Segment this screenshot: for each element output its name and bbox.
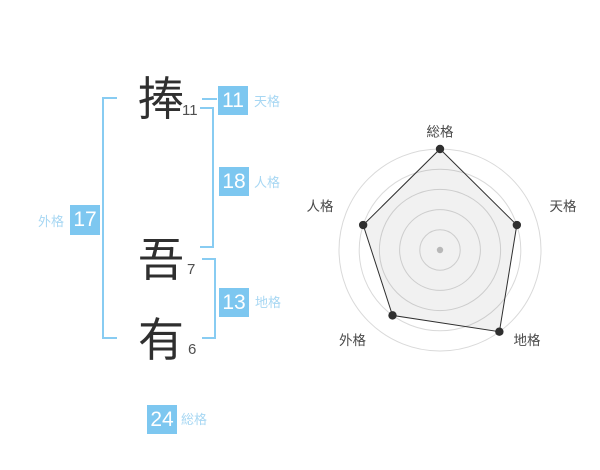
radar-axis-label: 天格 [550,199,578,214]
radar-grid-ring [378,188,502,312]
radar-axis-label: 外格 [339,333,366,348]
tenkaku-value-box: 11 [218,86,248,115]
name-character-3: 有 [138,314,184,366]
radar-axis-label: 人格 [307,199,334,214]
radar-data-point [512,220,522,230]
tenkaku-label: 天格 [254,94,281,109]
radar-center-dot [436,246,444,254]
radar-grid-ring [399,209,481,291]
radar-data-point [358,220,368,230]
radar-data-point [388,311,397,320]
gaikaku-value-box: 17 [70,205,100,235]
name-character-1: 捧 [138,73,184,125]
chikaku-bracket [202,258,216,339]
radar-data-point [435,144,445,154]
jinkaku-label: 人格 [254,175,281,190]
radar-grid-ring [419,229,461,271]
soukaku-label: 総格 [181,412,208,427]
radar-grid-ring [358,168,522,332]
chikaku-label: 地格 [255,295,282,310]
soukaku-value-box: 24 [147,405,177,434]
stroke-count-3: 6 [188,341,197,358]
tenkaku-tick [202,98,217,100]
gaikaku-bracket [102,97,117,339]
jinkaku-value-box: 18 [219,167,249,196]
radar-axis-label: 地格 [514,333,542,348]
name-character-2: 吾 [138,234,184,286]
radar-data-point [495,327,504,336]
chikaku-value-box: 13 [219,288,249,317]
jinkaku-bracket [200,107,214,248]
radar-data-polygon [362,148,518,333]
gaikaku-label: 外格 [38,214,65,229]
stroke-count-2: 7 [187,261,196,278]
radar-axis-label: 総格 [427,125,454,140]
stroke-count-1: 11 [182,102,198,119]
